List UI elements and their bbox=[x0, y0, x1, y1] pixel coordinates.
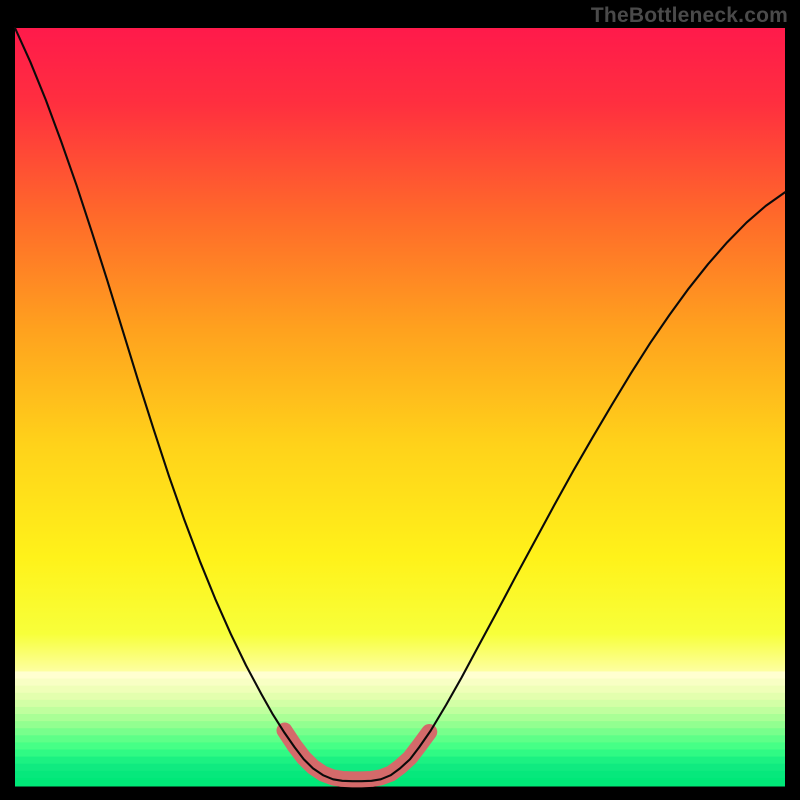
bottleneck-curve-chart bbox=[0, 0, 800, 800]
watermark-label: TheBottleneck.com bbox=[591, 4, 788, 28]
chart-stage: TheBottleneck.com bbox=[0, 0, 800, 800]
